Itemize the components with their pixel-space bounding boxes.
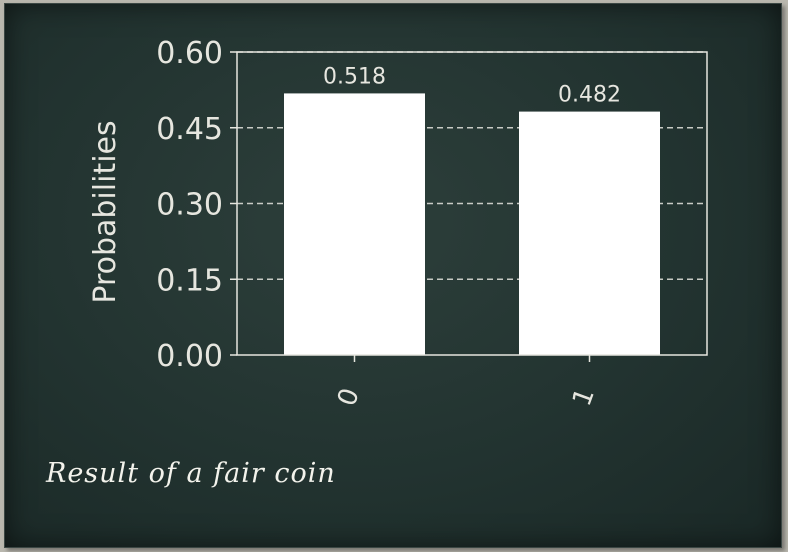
y-axis-label: Probabilities [88,120,123,303]
chart-caption: Result of a fair coin [46,458,336,489]
y-tick-label: 0.15 [156,263,223,298]
y-tick-label: 0.45 [156,112,223,147]
data-label-1: 0.482 [558,83,621,108]
y-tick-label: 0.30 [156,188,223,223]
x-tick-label-1: 1 [567,384,601,410]
y-ticks: 0.00 0.15 0.30 0.45 0.60 [156,36,237,374]
bar-0 [284,93,425,355]
y-tick-label: 0.60 [156,36,223,71]
bar-1 [519,111,660,355]
data-label-0: 0.518 [323,64,386,89]
x-tick-label-0: 0 [332,384,366,410]
data-labels: 0.518 0.482 [323,64,621,107]
bars [284,93,660,355]
y-tick-label: 0.00 [156,339,223,374]
